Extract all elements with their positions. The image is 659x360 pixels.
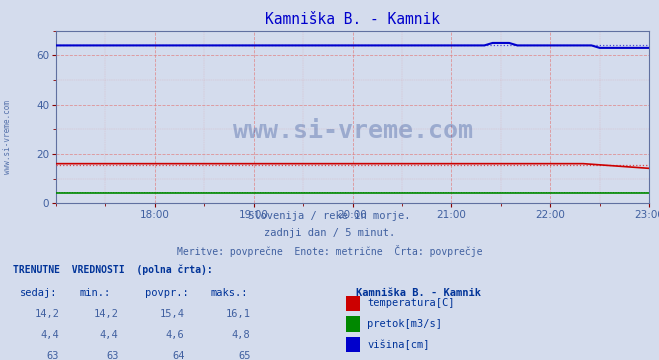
- Text: TRENUTNE  VREDNOSTI  (polna črta):: TRENUTNE VREDNOSTI (polna črta):: [13, 265, 213, 275]
- Text: 63: 63: [106, 351, 119, 360]
- Text: Meritve: povprečne  Enote: metrične  Črta: povprečje: Meritve: povprečne Enote: metrične Črta:…: [177, 245, 482, 257]
- Text: min.:: min.:: [79, 288, 110, 298]
- Text: 16,1: 16,1: [225, 309, 250, 319]
- Text: višina[cm]: višina[cm]: [367, 340, 430, 350]
- Text: 63: 63: [47, 351, 59, 360]
- Text: www.si-vreme.com: www.si-vreme.com: [3, 100, 13, 174]
- Text: 14,2: 14,2: [94, 309, 119, 319]
- Text: www.si-vreme.com: www.si-vreme.com: [233, 119, 473, 143]
- Title: Kamniška B. - Kamnik: Kamniška B. - Kamnik: [265, 12, 440, 27]
- Text: 4,6: 4,6: [166, 330, 185, 340]
- Text: sedaj:: sedaj:: [20, 288, 57, 298]
- Text: 4,8: 4,8: [232, 330, 250, 340]
- Text: temperatura[C]: temperatura[C]: [367, 298, 455, 309]
- Text: 4,4: 4,4: [100, 330, 119, 340]
- Text: 65: 65: [238, 351, 250, 360]
- Text: 4,4: 4,4: [41, 330, 59, 340]
- Text: povpr.:: povpr.:: [145, 288, 188, 298]
- Text: zadnji dan / 5 minut.: zadnji dan / 5 minut.: [264, 228, 395, 238]
- Text: 64: 64: [172, 351, 185, 360]
- Text: Kamniška B. - Kamnik: Kamniška B. - Kamnik: [356, 288, 481, 298]
- Text: maks.:: maks.:: [211, 288, 248, 298]
- Text: 14,2: 14,2: [34, 309, 59, 319]
- Text: Slovenija / reke in morje.: Slovenija / reke in morje.: [248, 211, 411, 221]
- Text: pretok[m3/s]: pretok[m3/s]: [367, 319, 442, 329]
- Text: 15,4: 15,4: [159, 309, 185, 319]
